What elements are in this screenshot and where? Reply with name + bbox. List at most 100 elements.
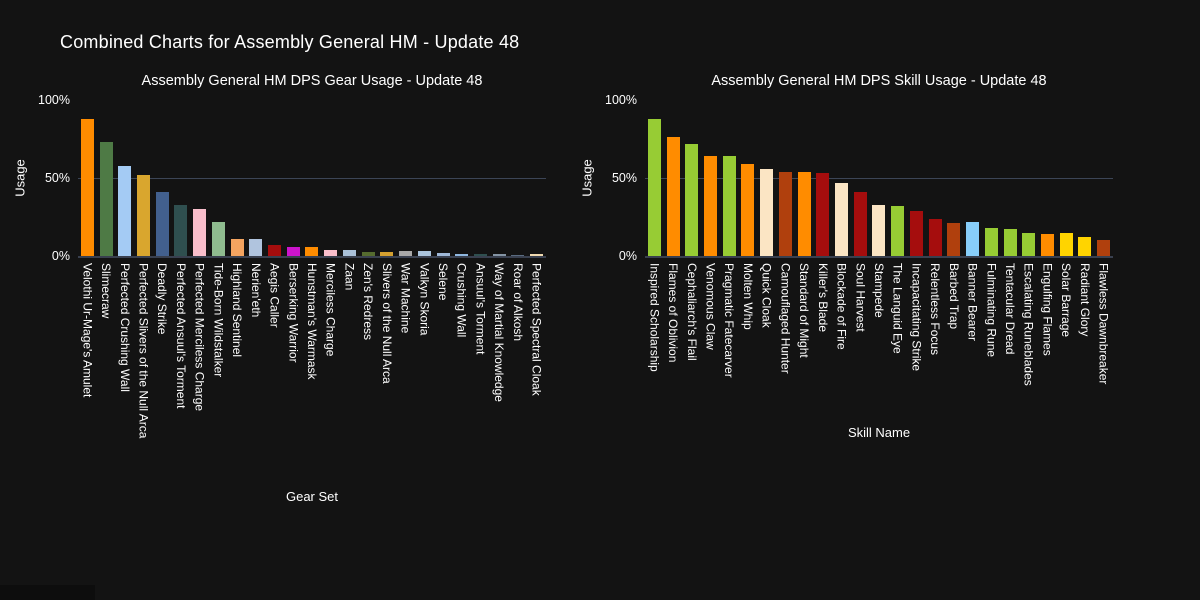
bar-slot [434,100,453,256]
bar-cephaliarch-s-flail[interactable] [685,143,699,256]
bar-fulminating-rune[interactable] [984,227,998,256]
bar-stampede[interactable] [872,204,886,256]
bar-perfected-spectral-cloak[interactable] [530,253,544,256]
x-tick-slot: Inspired Scholarship [645,263,664,421]
bar-slot [1057,100,1076,256]
bar-perfected-slivers-of-the-null-arca[interactable] [137,174,151,256]
bar-perfected-ansuul-s-torment[interactable] [174,204,188,256]
bar-merciless-charge[interactable] [324,249,338,256]
bar-camouflaged-hunter[interactable] [778,171,792,256]
bar-pragmatic-fatecarver[interactable] [722,156,736,256]
bar-slot [945,100,964,256]
bar-slot [1076,100,1095,256]
bar-relentless-focus[interactable] [928,218,942,256]
x-tick-slot: Flawless Dawnbreaker [1094,263,1113,421]
bar-inspired-scholarship[interactable] [647,118,661,256]
bar-slot [340,100,359,256]
bar-escalating-runeblades[interactable] [1022,232,1036,256]
bar-ansuul-s-torment[interactable] [473,254,487,256]
y-tick-0pct: 0% [51,249,70,263]
bar-slot [1001,100,1020,256]
bar-berserking-warrior[interactable] [286,246,300,256]
x-tick-slot: Highland Sentinel [228,263,247,485]
bar-slot [509,100,528,256]
bar-slot [832,100,851,256]
x-tick-slot: Standard of Might [795,263,814,421]
bar-war-machine[interactable] [399,251,413,256]
bar-slot [682,100,701,256]
bar-way-of-martial-knowledge[interactable] [492,254,506,256]
bar-flawless-dawnbreaker[interactable] [1097,240,1111,256]
bar-slot [452,100,471,256]
bar-perfected-merciless-charge[interactable] [193,209,207,256]
x-tick-label: Solar Barrage [1059,263,1074,338]
x-tick-label: Soul Harvest [853,263,868,332]
x-tick-slot: Slimecraw [97,263,116,485]
x-tick-slot: Incapacitating Strike [907,263,926,421]
bar-tentacular-dread[interactable] [1003,229,1017,256]
bar-nerien-eth[interactable] [249,238,263,256]
bar-solar-barrage[interactable] [1059,232,1073,256]
bar-radiant-glory[interactable] [1078,237,1092,256]
bar-valkyn-skoria[interactable] [417,251,431,256]
bar-slot [720,100,739,256]
bar-aegis-caller[interactable] [268,245,282,256]
x-tick-label: Highland Sentinel [230,263,245,358]
bar-soul-harvest[interactable] [853,192,867,256]
x-tick-slot: Zen's Redress [359,263,378,485]
x-tick-slot: Perfected Ansuul's Torment [172,263,191,485]
x-tick-label: Relentless Focus [928,263,943,356]
gear-bars-container [78,100,546,256]
skill-chart-title: Assembly General HM DPS Skill Usage - Up… [711,73,1047,89]
bar-selene[interactable] [436,252,450,256]
x-tick-slot: Perfected Merciless Charge [190,263,209,485]
x-tick-slot: Relentless Focus [926,263,945,421]
skill-y-axis-label: Usage [579,159,595,197]
bar-slot [172,100,191,256]
bar-barbed-trap[interactable] [947,223,961,256]
x-tick-slot: Molten Whip [739,263,758,421]
gear-usage-chart: Assembly General HM DPS Gear Usage - Upd… [13,73,546,504]
x-tick-slot: Way of Martial Knowledge [490,263,509,485]
bar-quick-cloak[interactable] [760,168,774,256]
x-tick-slot: Aegis Caller [265,263,284,485]
bar-slot [134,100,153,256]
x-tick-slot: Escalating Runeblades [1019,263,1038,421]
bar-the-languid-eye[interactable] [891,206,905,256]
bar-zaan[interactable] [342,249,356,256]
x-tick-label: Tentacular Dread [1003,263,1018,355]
bar-slot [664,100,683,256]
bar-blockade-of-fire[interactable] [835,182,849,256]
x-tick-label: Flames of Oblivion [666,263,681,363]
bar-hunstman-s-warmask[interactable] [305,246,319,256]
bar-perfected-crushing-wall[interactable] [118,165,132,256]
bar-slot [190,100,209,256]
bar-velothi-ur-mage-s-amulet[interactable] [80,118,94,256]
bar-slimecraw[interactable] [99,142,113,256]
bar-venomous-claw[interactable] [704,156,718,256]
gear-chart-plot-area: Usage 100% 50% 0% [13,93,546,263]
bar-highland-sentinel[interactable] [230,238,244,256]
bar-standard-of-might[interactable] [797,171,811,256]
bar-killer-s-blade[interactable] [816,173,830,256]
bar-slot [645,100,664,256]
bar-roar-of-alkosh[interactable] [511,254,525,256]
bar-molten-whip[interactable] [741,163,755,256]
x-tick-slot: Venomous Claw [701,263,720,421]
bar-deadly-strike[interactable] [155,192,169,256]
bar-slivers-of-the-null-arca[interactable] [380,252,394,256]
x-tick-label: Tide-Born Wildstalker [211,263,226,378]
bar-engulfing-flames[interactable] [1040,234,1054,256]
bar-slot [739,100,758,256]
bar-tide-born-wildstalker[interactable] [211,221,225,256]
skill-x-axis-label: Skill Name [847,425,911,440]
bar-incapacitating-strike[interactable] [909,210,923,256]
bar-slot [813,100,832,256]
bar-banner-bearer[interactable] [966,221,980,256]
bar-flames-of-oblivion[interactable] [666,137,680,256]
bar-zen-s-redress[interactable] [361,252,375,256]
x-tick-label: Cephaliarch's Flail [684,263,699,361]
bar-crushing-wall[interactable] [455,254,469,256]
x-tick-label: Fulminating Rune [984,263,999,358]
x-tick-slot: Barbed Trap [945,263,964,421]
